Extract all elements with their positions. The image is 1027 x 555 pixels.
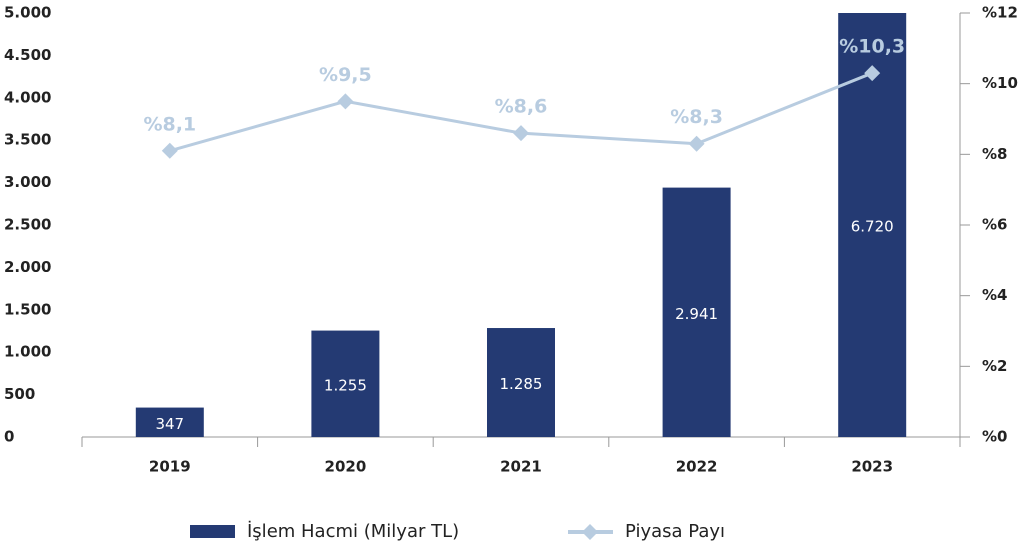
line-label: %8,1 bbox=[143, 113, 196, 135]
line-label: %8,6 bbox=[495, 96, 548, 118]
line-label: %10,3 bbox=[839, 36, 905, 58]
y-tick-label: 5.000 bbox=[4, 4, 51, 22]
y-tick-label: 1.000 bbox=[4, 343, 51, 361]
y-tick-label: 4.000 bbox=[4, 88, 51, 106]
y-tick-label: 1.500 bbox=[4, 300, 51, 318]
legend-label: Piyasa Payı bbox=[625, 521, 725, 542]
x-tick-label: 2020 bbox=[325, 458, 367, 476]
bar-label: 347 bbox=[155, 415, 184, 433]
y2-tick-label: %12 bbox=[982, 4, 1018, 22]
x-tick-label: 2023 bbox=[851, 458, 893, 476]
legend-swatch bbox=[190, 525, 235, 538]
y-tick-label: 500 bbox=[4, 385, 35, 403]
bar bbox=[487, 328, 555, 437]
marker bbox=[688, 135, 705, 152]
y-tick-label: 3.500 bbox=[4, 131, 51, 149]
x-tick-label: 2019 bbox=[149, 458, 191, 476]
legend-marker bbox=[582, 524, 598, 540]
plot-area bbox=[135, 13, 907, 437]
y-tick-label: 2.000 bbox=[4, 258, 51, 276]
x-tick-label: 2021 bbox=[500, 458, 542, 476]
y-tick-label: 4.500 bbox=[4, 46, 51, 64]
bar-label: 6.720 bbox=[851, 218, 894, 236]
marker bbox=[337, 93, 354, 110]
y2-tick-label: %6 bbox=[982, 216, 1007, 234]
bar bbox=[135, 407, 204, 437]
bar-label: 2.941 bbox=[675, 305, 718, 323]
y-tick-label: 0 bbox=[4, 428, 14, 446]
bar bbox=[311, 330, 380, 437]
marker bbox=[864, 65, 881, 82]
bar-label: 1.255 bbox=[324, 376, 367, 394]
y2-tick-label: %0 bbox=[982, 428, 1007, 446]
y2-tick-label: %10 bbox=[982, 74, 1018, 92]
y2-tick-label: %4 bbox=[982, 286, 1007, 304]
marker bbox=[161, 142, 178, 159]
bar-label: 1.285 bbox=[500, 375, 543, 393]
y-tick-label: 3.000 bbox=[4, 173, 51, 191]
y-tick-label: 2.500 bbox=[4, 216, 51, 234]
y2-tick-label: %8 bbox=[982, 145, 1007, 163]
legend-label: İşlem Hacmi (Milyar TL) bbox=[247, 521, 459, 542]
x-tick-label: 2022 bbox=[676, 458, 718, 476]
line-label: %8,3 bbox=[670, 106, 723, 128]
marker bbox=[513, 125, 529, 142]
y2-tick-label: %2 bbox=[982, 357, 1007, 375]
line-label: %9,5 bbox=[319, 64, 372, 86]
bar bbox=[662, 187, 731, 437]
